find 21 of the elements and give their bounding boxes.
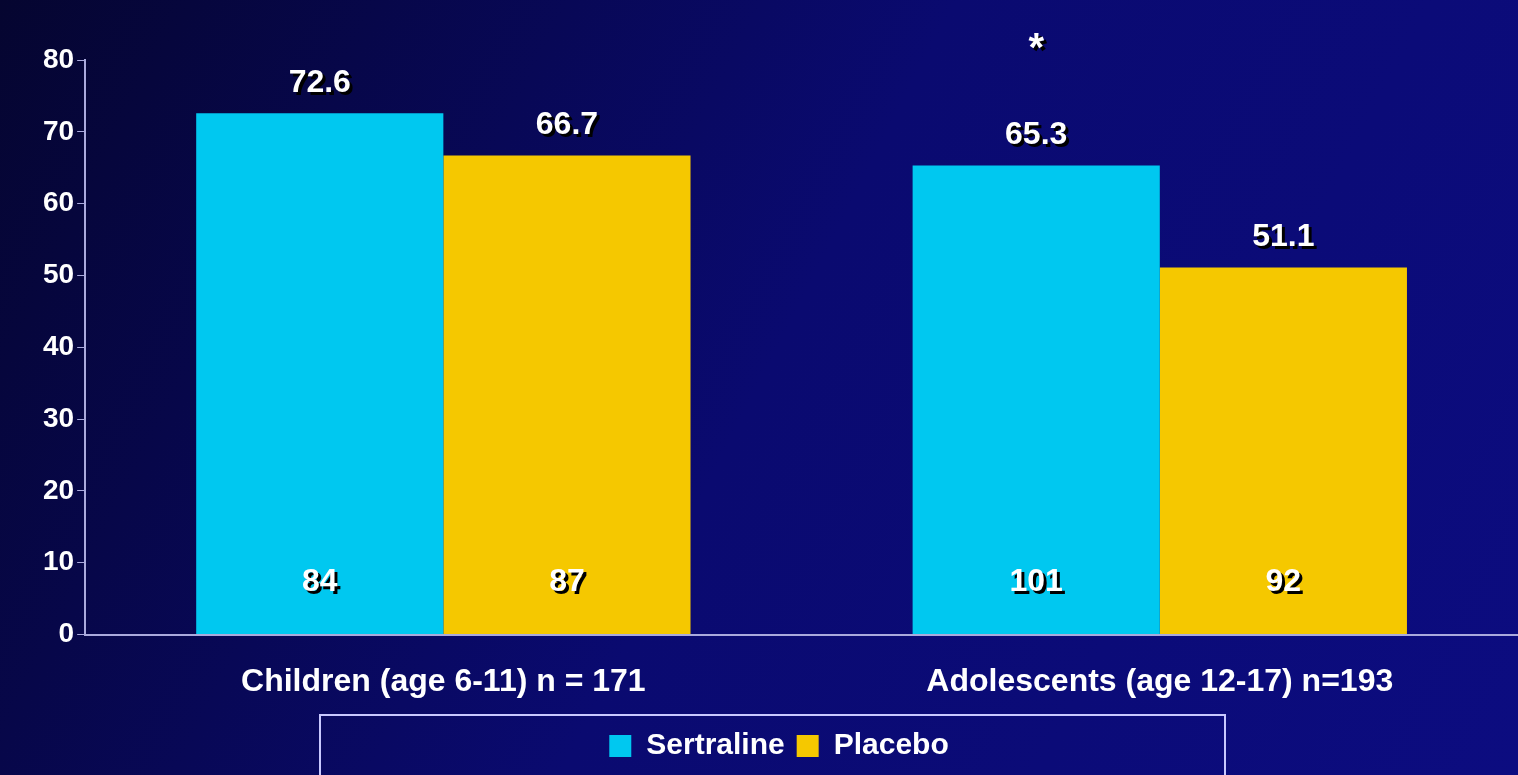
- annotation: *: [1031, 28, 1048, 73]
- y-tick-label: 20: [42, 473, 75, 505]
- annotation: 87: [552, 565, 588, 602]
- x-tick-label: Adolescents (age 12-17) n=193: [926, 661, 1394, 698]
- y-tick-label: 50: [42, 258, 75, 290]
- data-label: 66.7: [538, 108, 602, 145]
- annotation: 92: [1268, 565, 1305, 602]
- data-label: 51.1: [1255, 220, 1318, 257]
- y-tick-label: 40: [42, 330, 75, 362]
- data-label: 65.3: [1008, 118, 1071, 155]
- y-tick-label: 10: [42, 545, 75, 577]
- legend-label: Sertraline: [646, 727, 785, 761]
- legend-label: Placebo: [833, 727, 949, 761]
- y-tick-label: 80: [42, 42, 75, 74]
- y-tick-label: 60: [42, 186, 75, 218]
- y-tick-label: 70: [42, 114, 75, 146]
- annotation: 84: [304, 565, 341, 602]
- x-tick-label: Children (age 6-11) n = 171: [241, 661, 646, 698]
- y-tick-label: 0: [58, 617, 75, 649]
- annotation: 101: [1012, 565, 1066, 602]
- y-tick-label: 30: [42, 401, 75, 433]
